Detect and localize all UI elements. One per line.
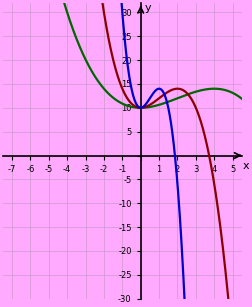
Text: y: y <box>144 3 151 13</box>
Text: x: x <box>243 161 249 171</box>
